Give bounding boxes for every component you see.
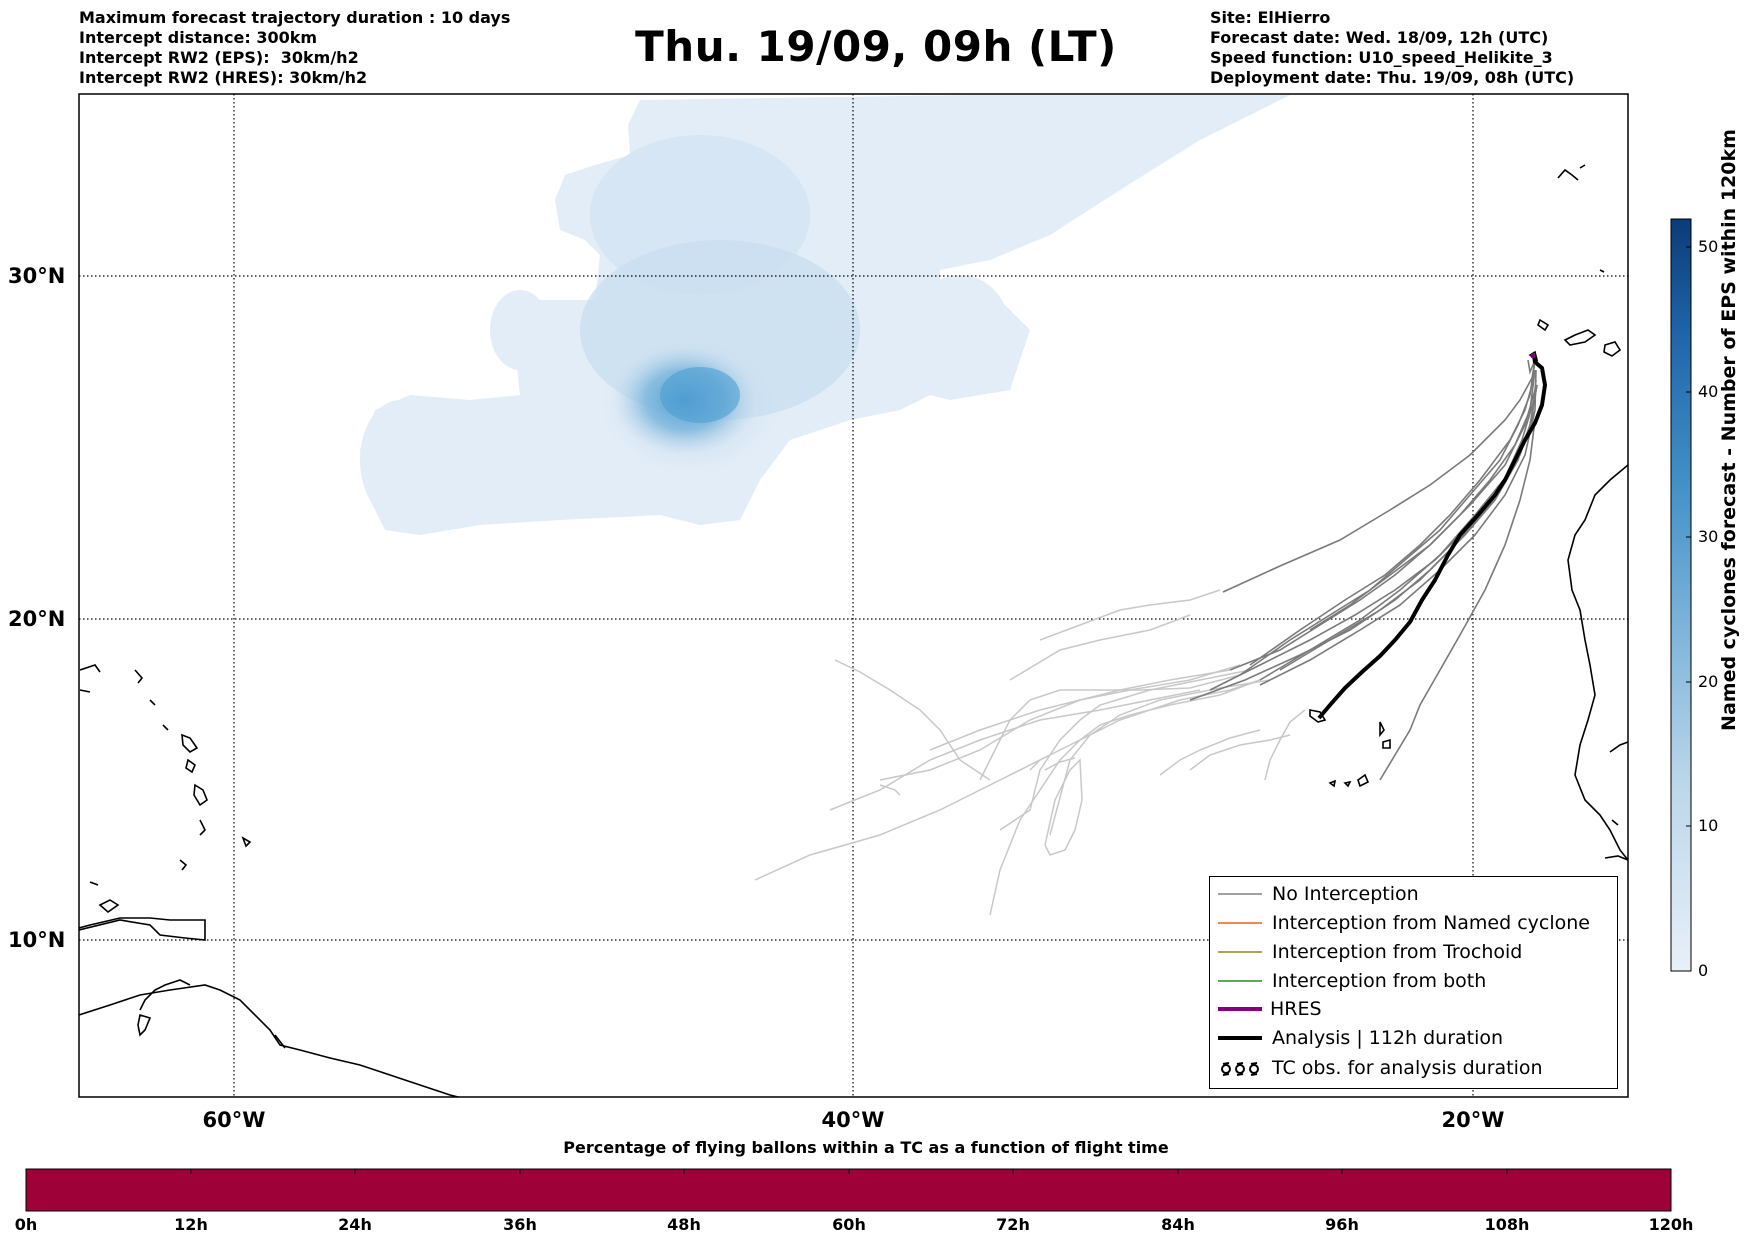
lat-label: 10°N: [8, 928, 66, 952]
colorbar-tick-label: 50: [1698, 237, 1719, 256]
legend-line-icon: [1218, 951, 1262, 953]
bottom-bar-ticks: [25, 1169, 1672, 1174]
colorbar-tick-label: 10: [1698, 816, 1719, 835]
cyclone-symbols-icon: [1221, 1062, 1259, 1076]
colorbar-gradient: [1670, 218, 1692, 972]
trajectories-light: [754, 589, 1306, 916]
legend-label: No Interception: [1272, 883, 1419, 905]
trajectories-no-interception: [1189, 357, 1538, 781]
header-left-line: Intercept RW2 (HRES): 30km/h2: [79, 68, 368, 87]
bottom-bar-tick-label: 108h: [1484, 1215, 1530, 1234]
bottom-bar-fill: [25, 1168, 1672, 1212]
legend-label: Interception from Named cyclone: [1272, 912, 1590, 934]
legend-line-icon: [1218, 893, 1262, 895]
header-right-line: Forecast date: Wed. 18/09, 12h (UTC): [1210, 28, 1549, 47]
analysis-track: [1317, 355, 1547, 720]
bottom-bar-tick-label: 120h: [1648, 1215, 1694, 1234]
header-left-line: Intercept distance: 300km: [79, 28, 318, 47]
legend-label: Interception from Trochoid: [1272, 941, 1523, 963]
legend-line-icon: [1218, 1007, 1262, 1011]
page-title: Thu. 19/09, 09h (LT): [635, 22, 1117, 71]
header-left: Maximum forecast trajectory duration : 1…: [79, 8, 510, 88]
lon-label: 40°W: [821, 1108, 885, 1132]
bottom-bar-tick-label: 48h: [667, 1215, 701, 1234]
header-right-line: Deployment date: Thu. 19/09, 08h (UTC): [1210, 68, 1575, 87]
colorbar-tick-label: 40: [1698, 382, 1719, 401]
lon-label: 60°W: [202, 1108, 266, 1132]
bottom-bar-tick-label: 72h: [996, 1215, 1030, 1234]
map-legend: No Interception Interception from Named …: [1209, 876, 1618, 1089]
colorbar-tick-label: 20: [1698, 672, 1719, 691]
header-left-line: Maximum forecast trajectory duration : 1…: [79, 8, 511, 27]
header-left-line: Intercept RW2 (EPS): 30km/h2: [79, 48, 359, 67]
bottom-bar-tick-label: 60h: [832, 1215, 866, 1234]
colorbar-title: Named cyclones forecast - Number of EPS …: [1718, 129, 1740, 731]
coastlines: [79, 164, 1628, 1097]
graticule: [79, 94, 1628, 1097]
bottom-bar-tick-label: 12h: [174, 1215, 208, 1234]
bottom-bar-tick-label: 0h: [14, 1215, 38, 1234]
header-right: Site: ElHierro Forecast date: Wed. 18/09…: [1210, 8, 1574, 88]
lon-label: 20°W: [1441, 1108, 1505, 1132]
legend-label: Analysis | 112h duration: [1272, 1027, 1504, 1049]
colorbar-tick-label: 30: [1698, 527, 1719, 546]
bottom-bar-tick-label: 96h: [1325, 1215, 1359, 1234]
cyclone-density-core: [580, 135, 860, 475]
colorbar-tick-label: 0: [1698, 961, 1709, 980]
legend-line-icon: [1218, 980, 1262, 982]
legend-label: Interception from both: [1272, 970, 1487, 992]
deployment-site-marker: [1530, 353, 1536, 359]
legend-line-icon: [1218, 1036, 1262, 1040]
legend-line-icon: [1218, 922, 1262, 924]
header-right-line: Site: ElHierro: [1210, 8, 1331, 27]
bottom-bar-title: Percentage of flying ballons within a TC…: [563, 1138, 1169, 1157]
bottom-bar-tick-label: 24h: [338, 1215, 372, 1234]
lat-label: 20°N: [8, 607, 66, 631]
colorbar-ticks: [1686, 246, 1691, 972]
legend-label: HRES: [1270, 998, 1322, 1020]
map-frame: [78, 93, 1629, 1098]
legend-label: TC obs. for analysis duration: [1272, 1057, 1543, 1079]
lat-label: 30°N: [8, 264, 66, 288]
bottom-bar-tick-label: 36h: [503, 1215, 537, 1234]
bottom-bar-tick-label: 84h: [1161, 1215, 1195, 1234]
header-right-line: Speed function: U10_speed_Helikite_3: [1210, 48, 1553, 67]
map-content: [79, 94, 1628, 1097]
